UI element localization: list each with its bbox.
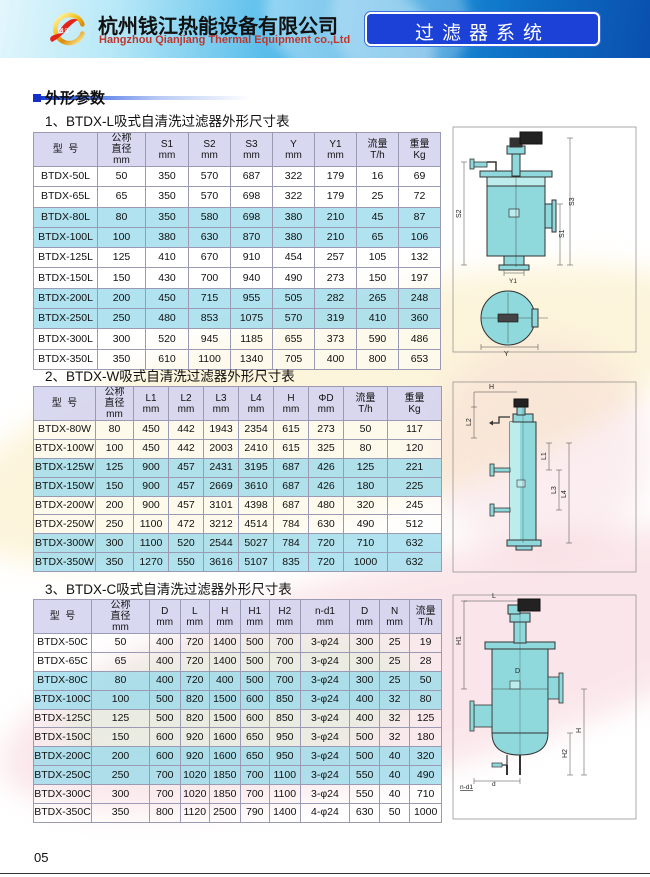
svg-text:S1: S1 <box>559 229 566 238</box>
svg-text:L2: L2 <box>466 418 473 426</box>
svg-text:L3: L3 <box>551 486 558 494</box>
svg-text:Y: Y <box>504 351 509 358</box>
svg-text:钱 江: 钱 江 <box>59 27 69 34</box>
svg-text:n-d1: n-d1 <box>460 784 473 791</box>
svg-text:L: L <box>492 593 496 600</box>
svg-text:H2: H2 <box>562 749 569 758</box>
svg-text:D: D <box>515 668 520 675</box>
svg-text:Y1: Y1 <box>509 278 517 285</box>
svg-text:L4: L4 <box>561 490 568 498</box>
svg-text:H1: H1 <box>456 636 463 645</box>
svg-text:L1: L1 <box>541 452 548 460</box>
svg-text:H: H <box>576 728 583 733</box>
svg-text:S3: S3 <box>569 197 576 206</box>
svg-text:d: d <box>492 781 496 788</box>
svg-text:S2: S2 <box>456 209 463 218</box>
svg-text:H: H <box>489 384 494 391</box>
